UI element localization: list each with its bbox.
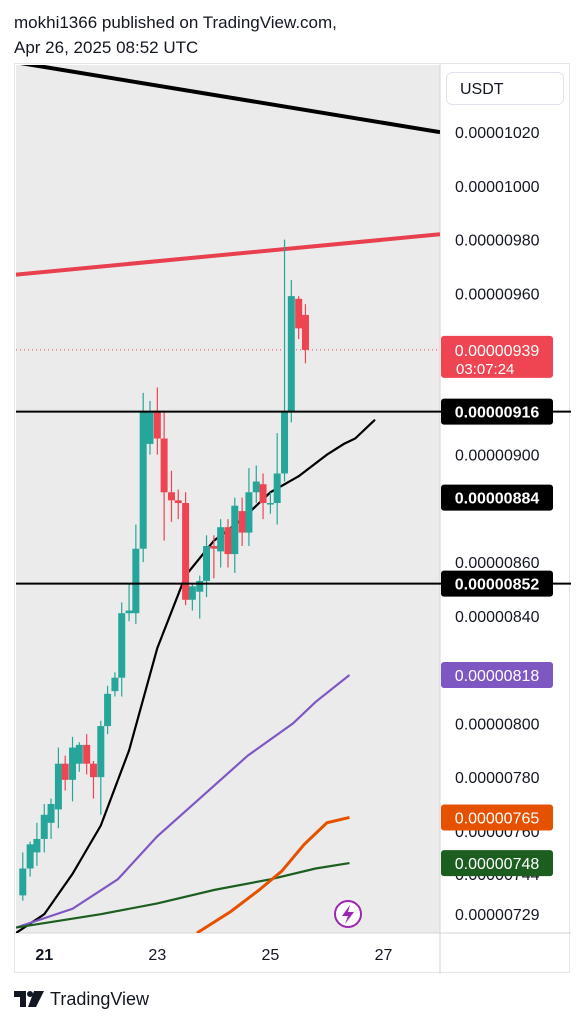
y-tick-label: 0.00000729 — [455, 907, 540, 924]
candle-body — [295, 298, 303, 329]
resistance-trendline — [16, 232, 440, 277]
price-badge-label: 0.00000916 — [455, 405, 540, 422]
y-tick-label: 0.00000780 — [455, 770, 540, 787]
candle-body — [224, 527, 232, 555]
descending-trendline — [20, 65, 440, 135]
publisher-line: mokhi1366 published on TradingView.com, — [14, 13, 337, 32]
candle-body — [61, 763, 69, 780]
price-badge-green — [441, 850, 553, 877]
candle-body — [182, 503, 190, 600]
publish-date: Apr 26, 2025 08:52 UTC — [14, 38, 199, 57]
bar-countdown-label: 03:07:24 — [456, 361, 514, 378]
price-badge-orange — [441, 804, 553, 831]
candle-body — [104, 693, 112, 727]
plot-area — [16, 65, 440, 933]
price-badge-label: 0.00000884 — [455, 491, 540, 508]
lightning-icon-bolt — [342, 905, 354, 924]
candle-body — [153, 411, 161, 439]
lightning-icon[interactable] — [334, 900, 362, 928]
candle-body — [287, 296, 295, 412]
candle-body — [19, 868, 27, 896]
currency-selector[interactable]: USDT — [446, 72, 564, 105]
publication-header: mokhi1366 published on TradingView.com, … — [14, 10, 337, 60]
candle-body — [210, 546, 218, 549]
candle-body — [231, 505, 239, 555]
y-tick-label: 0.00000900 — [455, 448, 540, 465]
price-badge-purple — [441, 662, 553, 689]
candle-body — [174, 500, 182, 504]
x-tick-label: 27 — [375, 947, 393, 964]
y-tick-label: 0.00000860 — [455, 555, 540, 572]
candle-body — [217, 527, 225, 552]
candle-body — [301, 314, 309, 350]
x-tick-label: 25 — [262, 947, 280, 964]
candle-body — [69, 747, 77, 780]
moving-average-purple — [16, 674, 351, 929]
candle-body — [160, 438, 168, 493]
candle-body — [33, 838, 41, 853]
candle-body — [26, 844, 34, 869]
candle-body — [75, 744, 83, 764]
y-tick-label: 0.00000960 — [455, 286, 540, 303]
candle-body — [188, 586, 196, 600]
price-badge-black — [441, 570, 553, 597]
candle-body — [273, 473, 281, 504]
last-price-label: 0.00000939 — [455, 343, 540, 360]
plot-layer — [16, 65, 440, 933]
candle-body — [111, 677, 119, 692]
x-tick-label: 23 — [148, 947, 166, 964]
moving-average-green — [16, 862, 350, 929]
price-badge-label: 0.00000765 — [455, 810, 540, 827]
price-badge-black — [441, 398, 553, 425]
footer-brand: TradingView — [50, 988, 150, 1009]
moving-average-orange — [196, 815, 350, 933]
candle-body — [266, 503, 274, 505]
last-price-badge — [441, 335, 553, 378]
candle-body — [132, 548, 140, 614]
candle-body — [125, 610, 133, 614]
candle-body — [139, 411, 147, 549]
candle-body — [47, 804, 55, 823]
candle-body — [245, 492, 253, 533]
candle-body — [203, 546, 211, 581]
y-tick-label: 0.00001020 — [455, 125, 540, 142]
candle-body — [167, 492, 175, 501]
candle-body — [118, 613, 126, 678]
price-badge-label: 0.00000748 — [455, 856, 540, 873]
candle-body — [281, 411, 289, 474]
candle-body — [238, 511, 246, 533]
candle-body — [252, 481, 260, 493]
candle-body — [89, 763, 97, 778]
x-tick-label: 21 — [35, 947, 53, 964]
price-badge-black — [441, 484, 553, 511]
candle-body — [40, 814, 48, 839]
price-badge-label: 0.00000852 — [455, 577, 540, 594]
y-tick-label: 0.00000840 — [455, 609, 540, 626]
candle-body — [54, 763, 62, 810]
y-tick-label: 0.00000800 — [455, 716, 540, 733]
candle-body — [83, 744, 91, 764]
chart-frame[interactable]: 0.00001020 0.00001000 0.00000980 0.00000960… — [14, 63, 571, 974]
candle-body — [196, 580, 204, 592]
y-tick-label: 0.00000980 — [455, 233, 540, 250]
candle-body — [259, 484, 267, 504]
candlestick-chart[interactable]: 0.00001020 0.00001000 0.00000980 0.00000960… — [15, 64, 571, 974]
tradingview-logo-icon — [14, 991, 44, 1007]
price-badge-label: 0.00000818 — [455, 668, 540, 685]
y-tick-label: 0.00001000 — [455, 179, 540, 196]
candle-body — [97, 726, 105, 778]
candle-body — [146, 411, 154, 444]
tradingview-footer[interactable]: TradingView — [14, 986, 149, 1012]
